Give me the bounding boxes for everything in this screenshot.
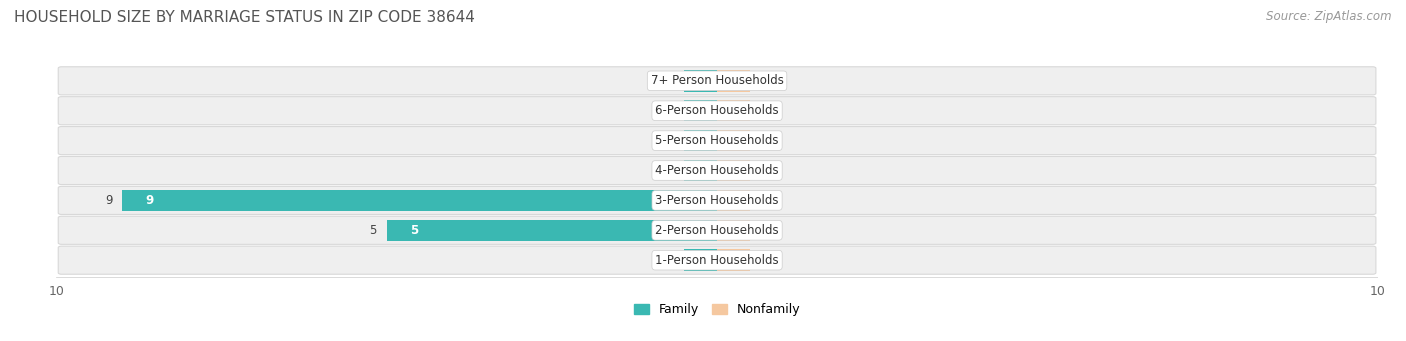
FancyBboxPatch shape xyxy=(58,97,1376,125)
Bar xyxy=(685,70,717,92)
Text: 0: 0 xyxy=(671,74,678,87)
Bar xyxy=(717,190,751,211)
Text: 5-Person Households: 5-Person Households xyxy=(655,134,779,147)
Text: 0: 0 xyxy=(756,104,763,117)
Text: 0: 0 xyxy=(756,74,763,87)
Text: 2-Person Households: 2-Person Households xyxy=(655,224,779,237)
Text: 0: 0 xyxy=(756,134,763,147)
Text: 0: 0 xyxy=(671,164,678,177)
Text: 0: 0 xyxy=(756,194,763,207)
FancyBboxPatch shape xyxy=(58,246,1376,274)
Text: 7+ Person Households: 7+ Person Households xyxy=(651,74,783,87)
Bar xyxy=(717,70,751,92)
Text: 9: 9 xyxy=(105,194,112,207)
FancyBboxPatch shape xyxy=(58,67,1376,95)
FancyBboxPatch shape xyxy=(58,157,1376,184)
Legend: Family, Nonfamily: Family, Nonfamily xyxy=(628,298,806,321)
Text: 5: 5 xyxy=(370,224,377,237)
Bar xyxy=(717,130,751,151)
Bar xyxy=(685,130,717,151)
Text: 5: 5 xyxy=(409,224,418,237)
Bar xyxy=(387,220,717,241)
FancyBboxPatch shape xyxy=(58,186,1376,214)
Text: 9: 9 xyxy=(145,194,153,207)
Text: 4-Person Households: 4-Person Households xyxy=(655,164,779,177)
Bar xyxy=(717,100,751,121)
Bar xyxy=(717,160,751,181)
Text: HOUSEHOLD SIZE BY MARRIAGE STATUS IN ZIP CODE 38644: HOUSEHOLD SIZE BY MARRIAGE STATUS IN ZIP… xyxy=(14,10,475,25)
Bar xyxy=(685,160,717,181)
FancyBboxPatch shape xyxy=(58,127,1376,155)
Bar xyxy=(122,190,717,211)
Text: 1-Person Households: 1-Person Households xyxy=(655,254,779,267)
Text: 3-Person Households: 3-Person Households xyxy=(655,194,779,207)
Bar xyxy=(685,249,717,271)
Text: 0: 0 xyxy=(756,254,763,267)
Bar xyxy=(685,100,717,121)
Text: 0: 0 xyxy=(756,164,763,177)
FancyBboxPatch shape xyxy=(58,216,1376,244)
Text: Source: ZipAtlas.com: Source: ZipAtlas.com xyxy=(1267,10,1392,23)
Bar xyxy=(717,249,751,271)
Text: 0: 0 xyxy=(671,104,678,117)
Text: 0: 0 xyxy=(671,254,678,267)
Text: 6-Person Households: 6-Person Households xyxy=(655,104,779,117)
Text: 0: 0 xyxy=(671,134,678,147)
Text: 0: 0 xyxy=(756,224,763,237)
Bar xyxy=(717,220,751,241)
